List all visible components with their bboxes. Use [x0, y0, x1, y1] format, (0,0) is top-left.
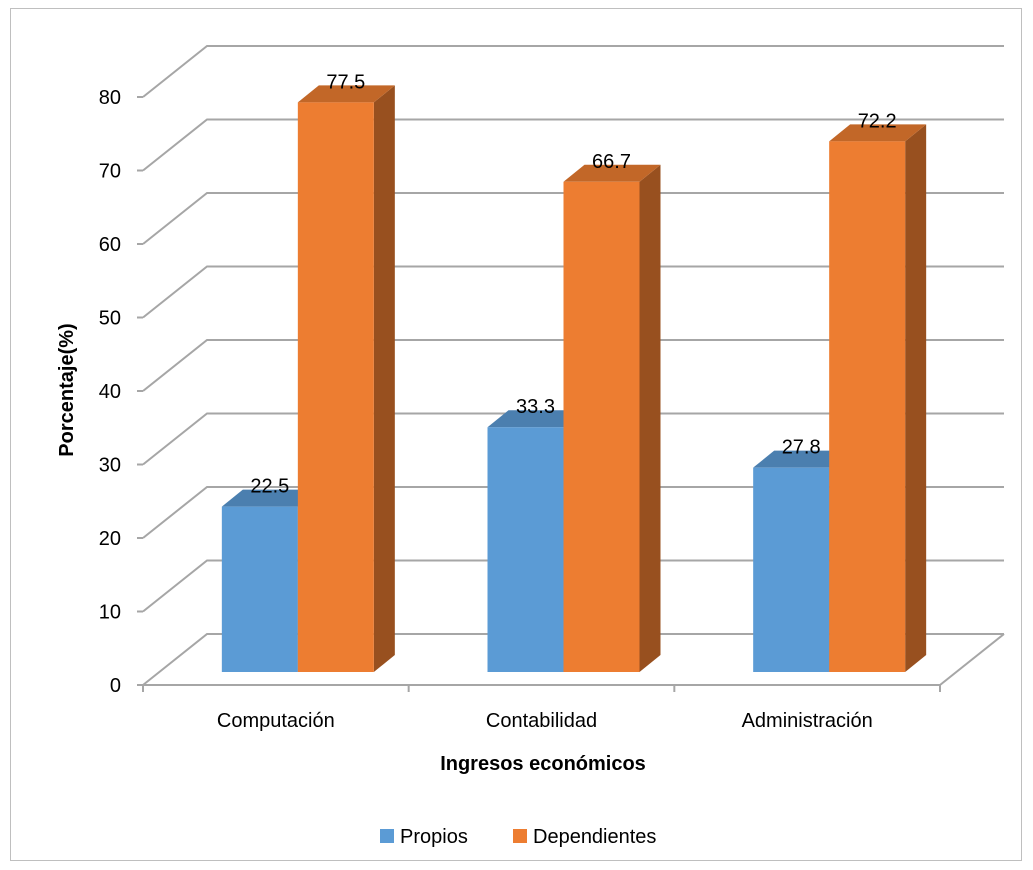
gridline-30: [142, 412, 1004, 466]
bar-dependientes-administracion-side: [905, 124, 927, 672]
bar-propios-administracion-front: [753, 467, 830, 672]
data-label-dependientes-administracion: 72.2: [858, 110, 897, 132]
gridlines: [142, 45, 1004, 686]
y-tick-40: 40: [99, 381, 121, 403]
bars: [221, 85, 927, 672]
bar-propios-contabilidad-front: [487, 427, 564, 672]
legend-label-dependientes: Dependientes: [533, 826, 656, 848]
y-axis-title: Porcentaje(%): [56, 323, 78, 456]
bar-propios-administracion-top: [753, 450, 851, 468]
labels: 0 10 20 30 40 50 60 70 80 Computación Contabilidad…: [99, 71, 897, 732]
x-tick-computacion: Computación: [217, 710, 335, 732]
floor-right-edge: [939, 633, 1005, 686]
bar-dependientes-computacion: [297, 85, 395, 672]
y-tick-50: 50: [99, 308, 121, 330]
legend-swatch-dependientes: [513, 829, 527, 843]
bar-propios-computacion-front: [221, 506, 298, 672]
legend-label-propios: Propios: [400, 826, 468, 848]
gridline-80: [142, 45, 1004, 98]
axes: [137, 96, 1005, 692]
bar-dependientes-computacion-side: [373, 85, 395, 672]
x-tick-contabilidad: Contabilidad: [486, 710, 597, 732]
y-tick-0: 0: [110, 675, 121, 697]
bar-dependientes-contabilidad-front: [563, 181, 640, 672]
gridline-60: [142, 192, 1004, 245]
gridline-10: [142, 559, 1004, 613]
gridline-70: [142, 118, 1004, 172]
bar-dependientes-contabilidad-side: [639, 164, 661, 672]
data-label-propios-computacion: 22.5: [250, 476, 289, 498]
legend: Propios Dependientes: [380, 826, 656, 848]
bar-dependientes-computacion-front: [297, 102, 374, 672]
y-tick-30: 30: [99, 455, 121, 477]
x-axis-title: Ingresos económicos: [440, 753, 646, 775]
y-tick-80: 80: [99, 87, 121, 109]
y-tick-20: 20: [99, 528, 121, 550]
y-tick-60: 60: [99, 234, 121, 256]
y-tick-10: 10: [99, 602, 121, 624]
gridline-20: [142, 486, 1004, 539]
bar-dependientes-contabilidad: [563, 164, 661, 672]
gridline-0: [142, 633, 1004, 686]
bar-propios-computacion-top: [221, 489, 319, 507]
bar-dependientes-contabilidad-top: [563, 164, 661, 182]
legend-swatch-propios: [380, 829, 394, 843]
data-label-propios-contabilidad: 33.3: [516, 396, 555, 418]
bar-dependientes-administracion: [829, 124, 927, 672]
data-label-dependientes-contabilidad: 66.7: [592, 151, 631, 173]
bar-propios-contabilidad-top: [487, 410, 585, 428]
bar-dependientes-administracion-top: [829, 124, 927, 142]
data-label-propios-administracion: 27.8: [782, 437, 821, 459]
bar-dependientes-computacion-top: [297, 85, 395, 103]
x-tick-administracion: Administración: [742, 710, 873, 732]
bar-dependientes-administracion-front: [829, 141, 906, 672]
data-label-dependientes-computacion: 77.5: [326, 71, 365, 93]
gridline-40: [142, 339, 1004, 392]
y-tick-70: 70: [99, 161, 121, 183]
gridline-50: [142, 265, 1004, 319]
